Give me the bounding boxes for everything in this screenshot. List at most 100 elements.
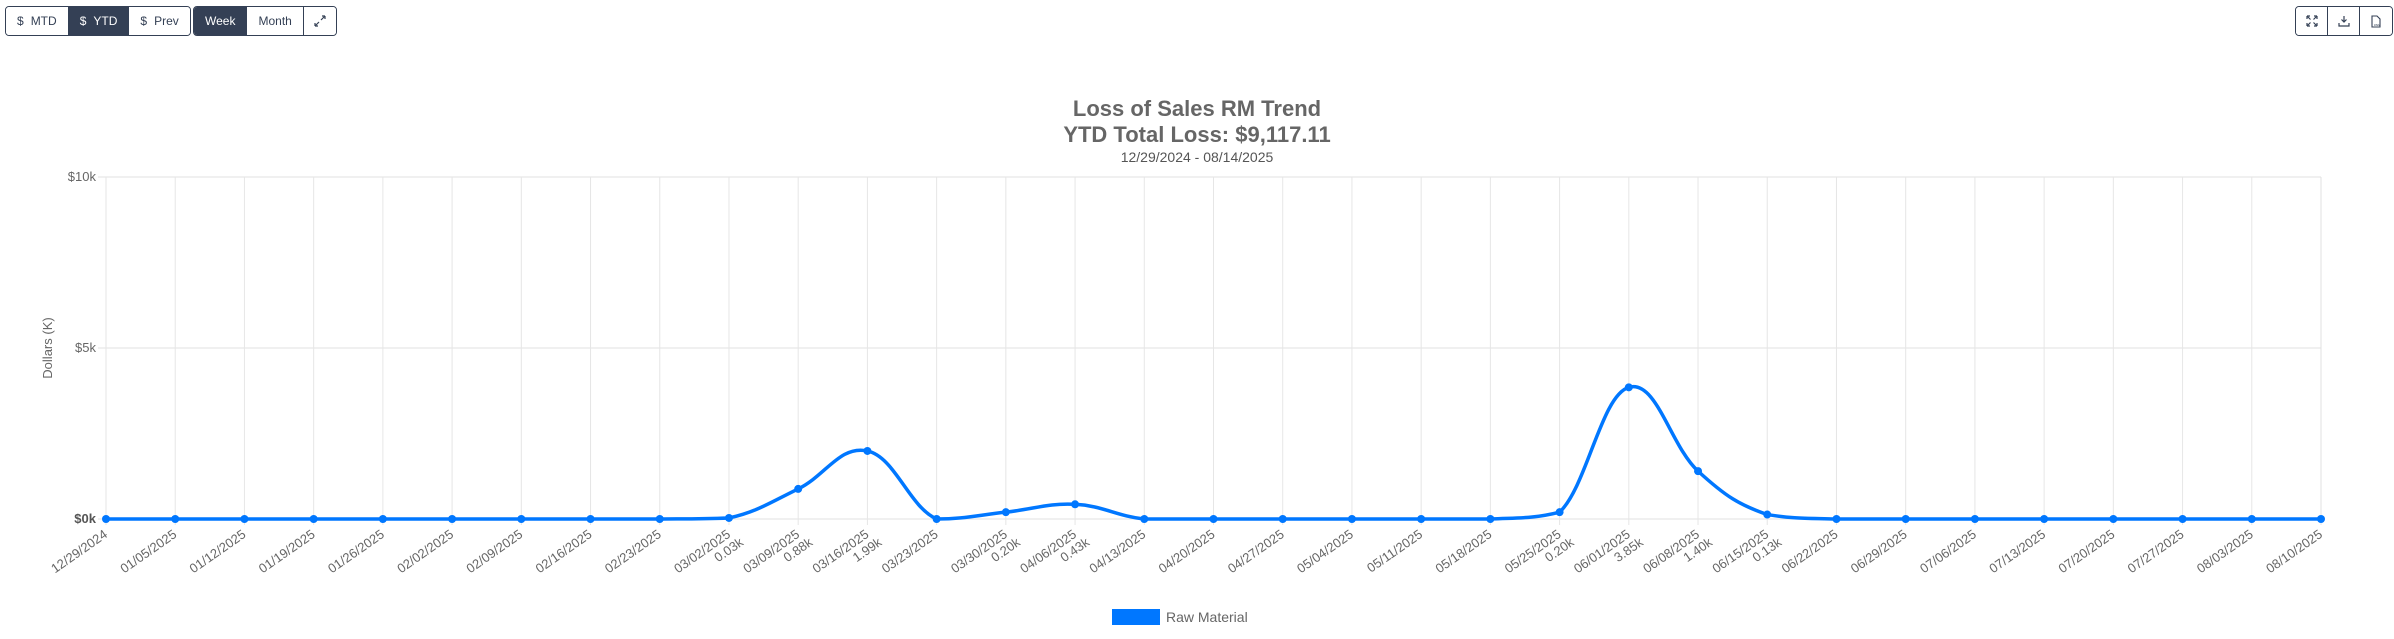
svg-text:07/20/2025: 07/20/2025 — [2055, 526, 2117, 576]
data-point[interactable] — [1209, 515, 1218, 523]
chart-title: Loss of Sales RM Trend — [1072, 96, 1322, 121]
y-axis-label: Dollars (K) — [40, 317, 55, 378]
data-point[interactable] — [932, 515, 941, 523]
data-point[interactable] — [1071, 500, 1080, 509]
series-line-raw-material — [106, 385, 2321, 521]
x-tick-label: 02/23/2025 — [602, 526, 664, 576]
x-axis: 12/29/2024 01/05/2025 01/12/2025 01/19/2025… — [48, 526, 2325, 576]
download-icon — [2337, 16, 2350, 27]
data-point[interactable] — [586, 515, 595, 523]
data-point[interactable] — [1278, 515, 1287, 523]
x-tick-label: 06/22/2025 — [1779, 526, 1841, 576]
ytd-button[interactable]: $ YTD — [68, 7, 130, 35]
x-tick-label: 08/03/2025 — [2194, 526, 2256, 576]
data-point[interactable] — [1694, 467, 1703, 476]
svg-text:03/23/2025: 03/23/2025 — [879, 526, 941, 576]
x-tick-label: 02/16/2025 — [533, 526, 595, 576]
chart-date-range: 12/29/2024 - 08/14/2025 — [1120, 149, 1274, 165]
x-tick-label: 08/10/2025 — [2263, 526, 2325, 576]
mtd-label: MTD — [30, 14, 57, 28]
data-point[interactable] — [794, 484, 803, 493]
csv-file-icon: csv — [2371, 14, 2381, 28]
month-button[interactable]: Month — [247, 7, 304, 35]
data-point[interactable] — [1001, 508, 1010, 517]
svg-text:01/26/2025: 01/26/2025 — [325, 526, 387, 576]
x-tick-label: 04/13/2025 — [1086, 526, 1148, 576]
data-point[interactable] — [309, 515, 318, 523]
legend-item-raw-material[interactable]: Raw Material — [1112, 609, 1248, 625]
chart-grid — [98, 176, 2322, 525]
data-point[interactable] — [517, 515, 526, 523]
data-point[interactable] — [240, 515, 249, 523]
data-point[interactable] — [2247, 515, 2256, 523]
export-csv-button[interactable]: csv — [2360, 7, 2392, 35]
svg-text:01/05/2025: 01/05/2025 — [117, 526, 179, 576]
svg-text:08/03/2025: 08/03/2025 — [2194, 526, 2256, 576]
data-point[interactable] — [171, 515, 180, 523]
data-point[interactable] — [2040, 515, 2049, 523]
data-point[interactable] — [102, 515, 110, 523]
chart-actions-group: csv — [2295, 6, 2393, 36]
svg-text:05/11/2025: 05/11/2025 — [1364, 526, 1425, 575]
svg-text:02/16/2025: 02/16/2025 — [533, 526, 595, 576]
fullscreen-button[interactable] — [2296, 7, 2328, 35]
data-point[interactable] — [1486, 515, 1495, 523]
prev-button[interactable]: $ Prev — [129, 7, 190, 35]
data-point[interactable] — [1417, 515, 1426, 523]
x-tick-label: 04/27/2025 — [1225, 526, 1287, 576]
y-tick-label: $0k — [74, 511, 96, 526]
data-point[interactable] — [1140, 515, 1149, 523]
x-tick-label: 04/20/2025 — [1156, 526, 1218, 576]
svg-text:05/04/2025: 05/04/2025 — [1294, 526, 1356, 576]
x-tick-label: 01/19/2025 — [256, 526, 318, 576]
data-point[interactable] — [724, 513, 733, 522]
data-point[interactable] — [2109, 515, 2118, 523]
data-point[interactable] — [2317, 515, 2325, 523]
y-tick-label: $5k — [75, 340, 96, 355]
data-point[interactable] — [863, 446, 872, 455]
dollar-icon: $ — [79, 14, 87, 28]
data-point[interactable] — [1901, 515, 1910, 523]
x-tick-label: 07/06/2025 — [1917, 526, 1979, 576]
data-point[interactable] — [1624, 383, 1633, 392]
svg-text:08/10/2025: 08/10/2025 — [2263, 526, 2325, 576]
x-tick-label: 01/26/2025 — [325, 526, 387, 576]
fullscreen-icon — [2305, 15, 2318, 27]
expand-button[interactable] — [303, 7, 336, 35]
data-point[interactable] — [1832, 515, 1841, 523]
x-tick-label: 07/27/2025 — [2125, 526, 2187, 576]
data-point[interactable] — [1347, 515, 1356, 523]
svg-text:02/23/2025: 02/23/2025 — [602, 526, 664, 576]
data-point[interactable] — [1970, 515, 1979, 523]
x-tick-label: 02/02/2025 — [394, 526, 456, 576]
expand-arrows-icon — [314, 15, 326, 27]
download-button[interactable] — [2328, 7, 2360, 35]
x-tick-label: 03/23/2025 — [879, 526, 941, 576]
x-tick-label: 07/13/2025 — [1986, 526, 2048, 576]
svg-text:12/29/2024: 12/29/2024 — [48, 526, 110, 576]
x-tick-label: 01/05/2025 — [117, 526, 179, 576]
svg-text:06/29/2025: 06/29/2025 — [1848, 526, 1910, 576]
week-button[interactable]: Week — [194, 7, 248, 35]
x-tick-label: 05/11/2025 — [1364, 526, 1425, 575]
svg-text:02/09/2025: 02/09/2025 — [463, 526, 525, 576]
data-point[interactable] — [448, 515, 457, 523]
svg-text:07/27/2025: 07/27/2025 — [2125, 526, 2187, 576]
svg-text:06/22/2025: 06/22/2025 — [1779, 526, 1841, 576]
data-point[interactable] — [655, 515, 664, 523]
svg-text:07/13/2025: 07/13/2025 — [1986, 526, 2048, 576]
data-point[interactable] — [2178, 515, 2187, 523]
data-point[interactable] — [1763, 510, 1772, 519]
data-point[interactable] — [378, 515, 387, 523]
svg-text:01/12/2025: 01/12/2025 — [187, 526, 249, 576]
svg-text:05/18/2025: 05/18/2025 — [1432, 526, 1494, 576]
mtd-button[interactable]: $ MTD — [6, 7, 69, 35]
dollar-icon: $ — [140, 14, 148, 28]
data-point[interactable] — [1555, 508, 1564, 517]
